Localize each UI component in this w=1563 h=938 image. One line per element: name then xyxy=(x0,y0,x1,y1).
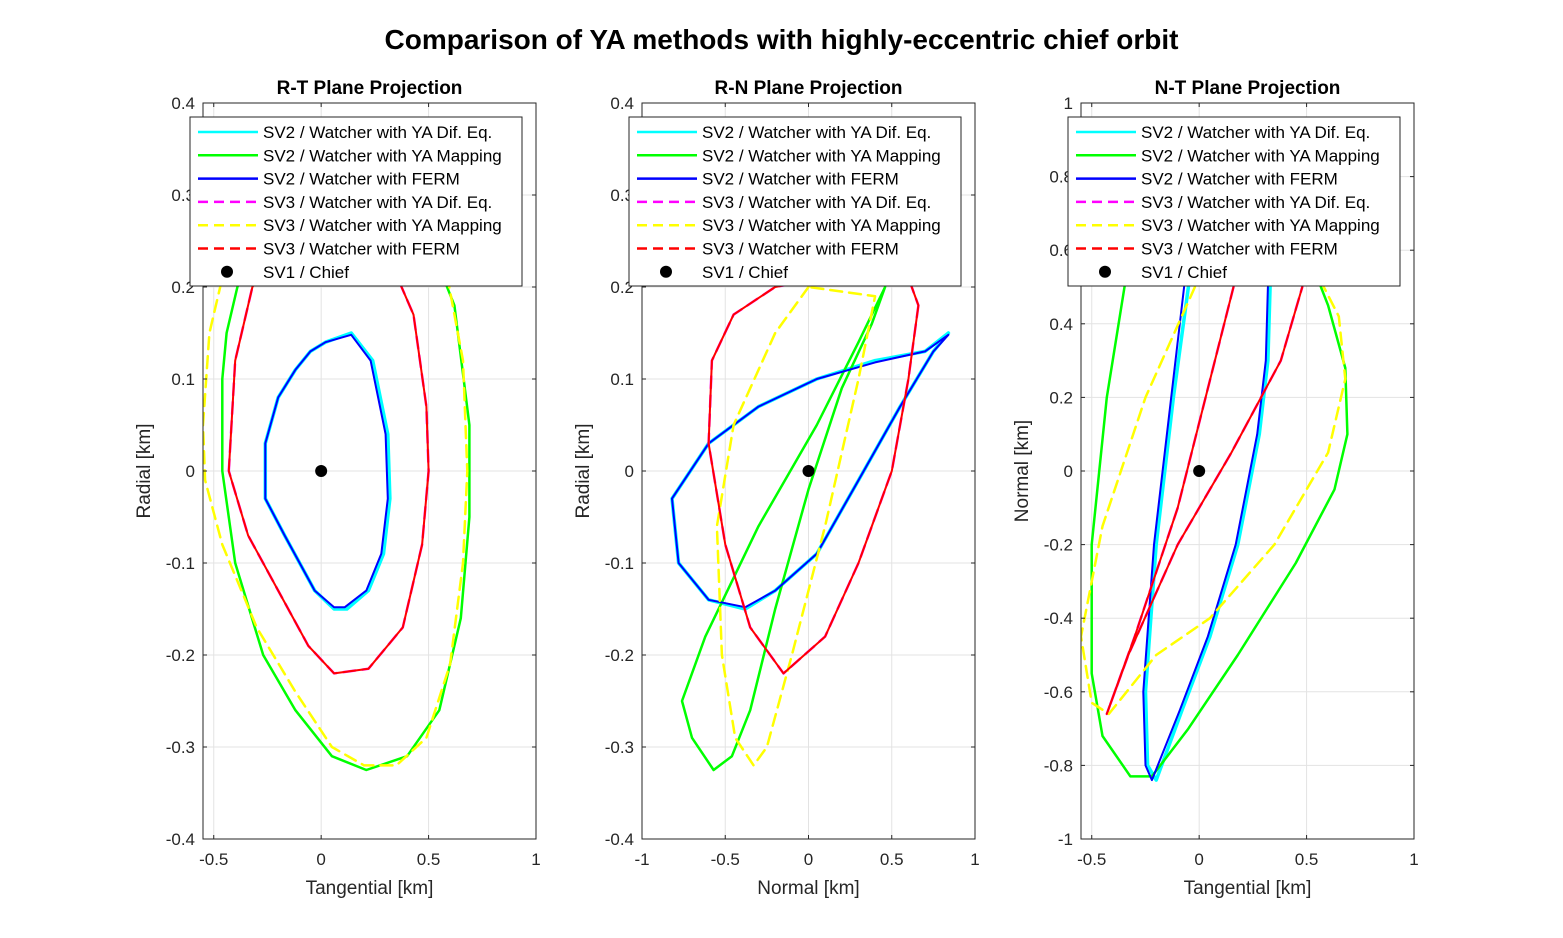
legend-label: SV3 / Watcher with YA Mapping xyxy=(263,216,502,235)
y-tick-label: -0.1 xyxy=(166,554,195,573)
series-line xyxy=(1090,248,1349,778)
legend-label: SV3 / Watcher with YA Dif. Eq. xyxy=(702,193,931,212)
legend-label: SV1 / Chief xyxy=(1141,263,1227,282)
legend: SV2 / Watcher with YA Dif. Eq. SV2 / Watc… xyxy=(189,116,523,287)
legend-label: SV2 / Watcher with FERM xyxy=(702,170,899,189)
x-tick-label: 0 xyxy=(316,850,325,869)
legend-marker xyxy=(1099,265,1111,278)
y-axis-label: Radial [km] xyxy=(134,423,155,518)
y-tick-label: 0.3 xyxy=(171,186,195,205)
y-tick-label: 0.2 xyxy=(610,278,634,297)
y-axis-label: Radial [km] xyxy=(573,423,594,518)
y-tick-label: 0.6 xyxy=(1049,241,1073,260)
y-tick-label: -0.3 xyxy=(605,738,634,757)
y-tick-label: 0.1 xyxy=(171,370,195,389)
legend-box xyxy=(189,116,523,287)
y-axis-label: Normal [km] xyxy=(1012,420,1033,522)
x-tick-label: -0.5 xyxy=(1077,850,1106,869)
legend-label: SV2 / Watcher with FERM xyxy=(263,170,460,189)
y-tick-label: -0.6 xyxy=(1044,683,1073,702)
y-tick-label: 0.8 xyxy=(1049,168,1073,187)
figure-title: Comparison of YA methods with highly-ecc… xyxy=(384,24,1179,55)
x-axis-label: Normal [km] xyxy=(757,878,859,899)
legend-marker xyxy=(660,265,672,278)
legend-box xyxy=(1067,116,1401,287)
legend-label: SV2 / Watcher with YA Mapping xyxy=(263,146,502,165)
x-tick-label: 0 xyxy=(1194,850,1203,869)
series-line xyxy=(264,333,389,609)
plot-title: R-T Plane Projection xyxy=(277,78,463,99)
y-tick-label: 0.4 xyxy=(1049,315,1073,334)
y-tick-label: -0.4 xyxy=(166,830,195,849)
legend-label: SV2 / Watcher with YA Dif. Eq. xyxy=(1141,123,1370,142)
x-tick-label: 0 xyxy=(804,850,813,869)
series-line xyxy=(1105,286,1304,715)
y-tick-label: -0.8 xyxy=(1044,756,1073,775)
legend-label: SV1 / Chief xyxy=(702,263,788,282)
legend-label: SV2 / Watcher with YA Dif. Eq. xyxy=(263,123,492,142)
x-tick-label: 1 xyxy=(531,850,540,869)
series-line xyxy=(1143,285,1272,782)
y-tick-label: -0.4 xyxy=(605,830,634,849)
y-tick-label: 0.4 xyxy=(171,94,195,113)
plot-3: -0.5 0 0.5 1 -1 -0.8 -0.6 -0.4 -0.2 0 0.2 0.4 0.6 0.8… xyxy=(1012,78,1419,899)
series-group xyxy=(1081,248,1349,782)
plot-2: -1 -0.5 0 0.5 1 -0.4 -0.3 -0.2 -0.1 0 0.1 0.2 0.3 0.4… xyxy=(573,78,980,899)
y-tick-label: 0.2 xyxy=(1049,388,1073,407)
y-tick-label: 0.1 xyxy=(610,370,634,389)
series-line xyxy=(715,285,877,767)
chief-marker xyxy=(315,465,328,477)
plot-1: -0.5 0 0.5 1 -0.4 -0.3 -0.2 -0.1 0 0.1 0.2 0.3 0.4 R-… xyxy=(134,78,541,899)
x-axis-label: Tangential [km] xyxy=(306,878,434,899)
y-tick-label: -0.2 xyxy=(1044,536,1073,555)
y-tick-label: -1 xyxy=(1058,830,1073,849)
chief-marker xyxy=(1193,465,1206,477)
y-tick-label: 0.4 xyxy=(610,94,634,113)
y-tick-label: -0.1 xyxy=(605,554,634,573)
y-tick-label: 0.3 xyxy=(610,186,634,205)
legend: SV2 / Watcher with YA Dif. Eq. SV2 / Watc… xyxy=(1067,116,1401,287)
x-tick-label: 0.5 xyxy=(417,850,441,869)
legend-label: SV2 / Watcher with YA Mapping xyxy=(702,146,941,165)
x-axis-label: Tangential [km] xyxy=(1184,878,1312,899)
legend-box xyxy=(628,116,962,287)
series-line xyxy=(680,285,887,772)
y-tick-label: 0 xyxy=(625,462,634,481)
legend-label: SV3 / Watcher with YA Mapping xyxy=(1141,216,1380,235)
legend-label: SV3 / Watcher with YA Mapping xyxy=(702,216,941,235)
legend-label: SV3 / Watcher with YA Dif. Eq. xyxy=(263,193,492,212)
y-tick-label: 1 xyxy=(1064,94,1073,113)
x-tick-label: 1 xyxy=(1409,850,1418,869)
legend-label: SV1 / Chief xyxy=(263,263,349,282)
x-tick-label: -0.5 xyxy=(711,850,740,869)
plot-title: N-T Plane Projection xyxy=(1155,78,1341,99)
series-line xyxy=(1142,286,1269,782)
y-tick-label: 0 xyxy=(186,462,195,481)
chief-marker xyxy=(802,465,815,477)
y-tick-label: -0.2 xyxy=(166,646,195,665)
legend-label: SV3 / Watcher with FERM xyxy=(702,240,899,259)
x-tick-label: 1 xyxy=(970,850,979,869)
legend-label: SV3 / Watcher with YA Dif. Eq. xyxy=(1141,193,1370,212)
y-tick-label: 0 xyxy=(1064,462,1073,481)
x-tick-label: 0.5 xyxy=(880,850,904,869)
legend-label: SV3 / Watcher with FERM xyxy=(1141,240,1338,259)
legend-label: SV2 / Watcher with FERM xyxy=(1141,170,1338,189)
y-tick-label: -0.2 xyxy=(605,646,634,665)
series-line xyxy=(1081,285,1347,716)
x-tick-label: -0.5 xyxy=(199,850,228,869)
y-tick-label: 0.2 xyxy=(171,278,195,297)
x-tick-label: -1 xyxy=(634,850,649,869)
y-tick-label: -0.4 xyxy=(1044,609,1073,628)
legend-label: SV3 / Watcher with FERM xyxy=(263,240,460,259)
legend-label: SV2 / Watcher with YA Dif. Eq. xyxy=(702,123,931,142)
legend-marker xyxy=(221,265,233,278)
y-tick-label: -0.3 xyxy=(166,738,195,757)
series-line xyxy=(671,333,950,609)
x-tick-label: 0.5 xyxy=(1295,850,1319,869)
legend: SV2 / Watcher with YA Dif. Eq. SV2 / Watc… xyxy=(628,116,962,287)
legend-label: SV2 / Watcher with YA Mapping xyxy=(1141,146,1380,165)
plot-title: R-N Plane Projection xyxy=(715,78,903,99)
